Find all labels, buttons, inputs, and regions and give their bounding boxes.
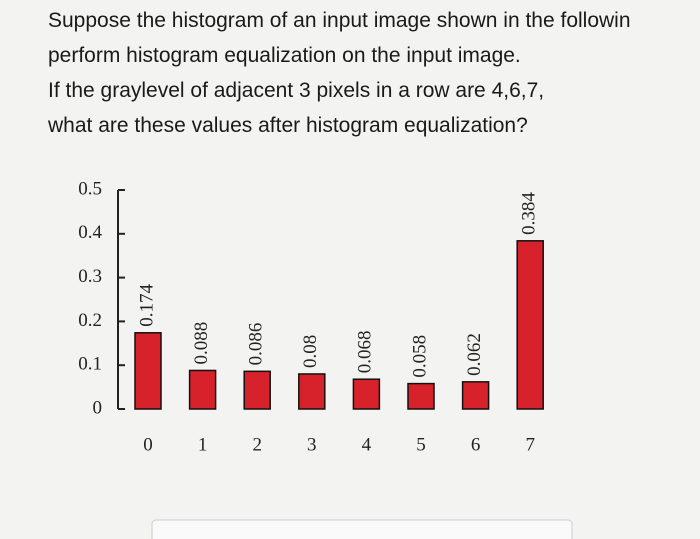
y-tick-label: 0.5 — [78, 178, 102, 199]
bar — [352, 378, 381, 410]
x-tick-label: 7 — [525, 434, 535, 455]
bar — [298, 373, 326, 410]
bar — [134, 332, 162, 410]
y-tick-label: 0.2 — [78, 310, 102, 331]
x-tick-label: 1 — [198, 434, 208, 455]
y-tick-label: 0.1 — [78, 354, 102, 375]
x-tick-label: 2 — [252, 434, 262, 455]
question-line: If the graylevel of adjacent 3 pixels in… — [48, 79, 544, 102]
y-tick-label: 0.4 — [78, 222, 102, 243]
x-tick-label: 3 — [307, 434, 317, 455]
value-label: 0.062 — [464, 333, 485, 376]
question-line: what are these values after histogram eq… — [47, 114, 528, 137]
value-label: 0.058 — [409, 335, 430, 378]
bar — [188, 369, 217, 410]
y-tick-label: 0.3 — [78, 266, 102, 287]
x-tick-label: 4 — [362, 434, 372, 455]
value-label: 0.384 — [519, 192, 540, 235]
x-tick-label: 0 — [143, 434, 153, 455]
bar — [407, 382, 435, 410]
x-tick-label: 6 — [471, 434, 481, 455]
bar — [461, 381, 490, 410]
value-label: 0.088 — [191, 322, 212, 365]
question-line: Suppose the histogram of an input image … — [48, 9, 631, 32]
y-tick-label: 0 — [93, 397, 103, 418]
bar — [243, 370, 271, 410]
x-tick-label: 5 — [416, 434, 426, 455]
question-line: perform histogram equalization on the in… — [48, 44, 521, 67]
value-label: 0.174 — [136, 284, 157, 327]
value-label: 0.086 — [246, 323, 267, 366]
answer-box[interactable] — [151, 519, 573, 539]
value-label: 0.068 — [355, 330, 376, 373]
value-label: 0.08 — [300, 335, 321, 368]
bar — [516, 240, 544, 410]
